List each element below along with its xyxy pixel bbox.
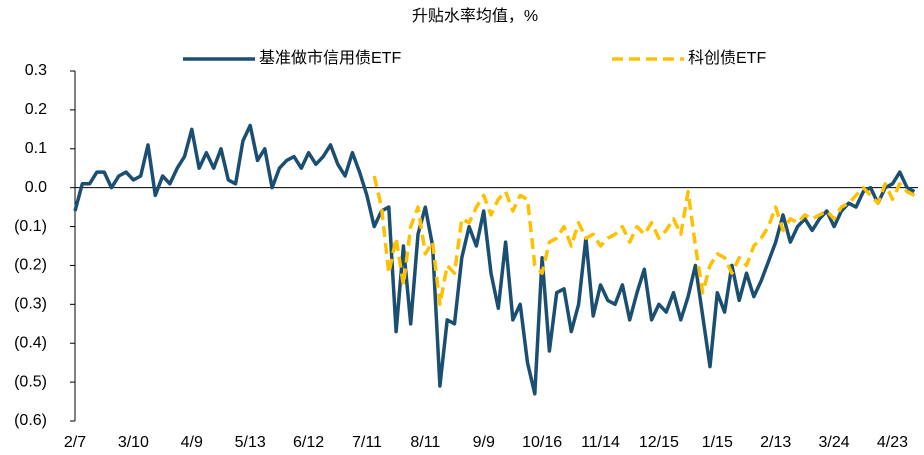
x-tick-label: 2/7 [64, 434, 86, 451]
series-line [372, 175, 916, 307]
y-tick-label: (0.3) [14, 296, 47, 313]
x-tick-label: 4/9 [181, 434, 203, 451]
y-tick-label: 0.2 [25, 101, 47, 118]
x-tick-label: 2/13 [760, 434, 791, 451]
x-tick-label: 11/14 [581, 434, 620, 451]
x-tick-label: 10/16 [522, 434, 562, 451]
x-tick-label: 1/15 [702, 434, 733, 451]
y-tick-label: 0.3 [25, 62, 47, 79]
x-tick-label: 3/10 [118, 434, 149, 451]
y-tick-label: (0.6) [14, 412, 47, 429]
y-tick-label: (0.1) [14, 218, 47, 235]
legend-label: 基准做市信用债ETF [259, 49, 401, 67]
x-tick-label: 8/11 [410, 434, 440, 451]
y-tick-label: (0.5) [14, 373, 47, 390]
legend-label: 科创债ETF [688, 49, 766, 67]
chart-title: 升贴水率均值，% [412, 7, 538, 25]
series-line [73, 123, 916, 396]
x-tick-label: 12/15 [639, 434, 679, 451]
y-tick-label: (0.2) [14, 257, 47, 274]
x-tick-label: 7/11 [352, 434, 382, 451]
x-tick-label: 3/24 [818, 434, 849, 451]
x-tick-label: 4/23 [877, 434, 908, 451]
y-tick-label: 0.1 [25, 140, 47, 157]
y-tick-label: (0.4) [14, 334, 47, 351]
x-tick-label: 5/13 [235, 434, 266, 451]
y-tick-label: 0.0 [25, 179, 47, 196]
x-tick-label: 6/12 [293, 434, 324, 451]
x-tick-label: 9/9 [473, 434, 495, 451]
